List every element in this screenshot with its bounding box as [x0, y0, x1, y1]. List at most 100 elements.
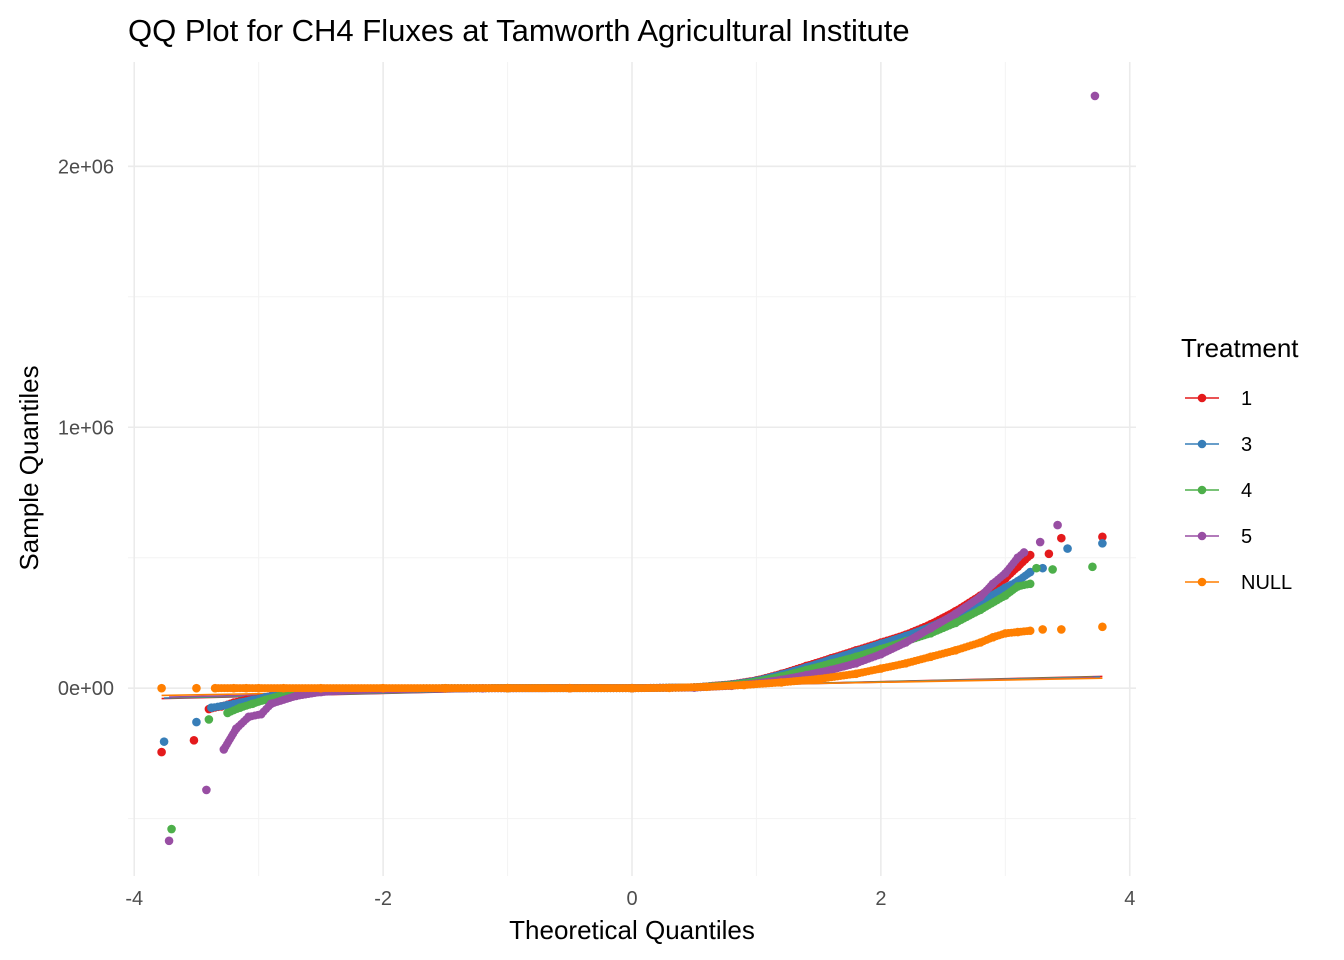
data-point: [1063, 544, 1072, 553]
data-point: [1057, 625, 1066, 634]
data-point: [1032, 563, 1041, 573]
data-point: [926, 623, 935, 633]
legend: Treatment 1 3 4 5 NULL: [1181, 333, 1299, 594]
data-point: [1001, 591, 1010, 600]
data-point: [1038, 625, 1047, 634]
x-axis-title: Theoretical Quantiles: [509, 915, 755, 945]
data-point: [291, 691, 301, 701]
legend-title: Treatment: [1181, 333, 1299, 363]
data-point: [1013, 553, 1023, 563]
data-point: [627, 683, 637, 693]
legend-label: 1: [1241, 388, 1252, 410]
data-point: [1025, 626, 1035, 636]
data-point: [665, 683, 674, 693]
data-point: [951, 618, 960, 628]
data-point: [901, 638, 911, 647]
data-point: [951, 609, 960, 619]
data-point: [1025, 567, 1035, 577]
data-point: [159, 737, 169, 746]
data-point: [223, 700, 232, 710]
data-point: [1057, 533, 1066, 543]
data-point: [157, 683, 166, 693]
legend-key-point: [1197, 485, 1207, 495]
data-point: [1044, 549, 1054, 559]
data-point: [976, 638, 985, 647]
data-point: [207, 703, 216, 713]
x-tick-label: 4: [1124, 888, 1135, 910]
series-null: [157, 622, 1107, 693]
x-tick-label: 0: [626, 888, 637, 910]
data-point: [279, 683, 288, 693]
data-point: [1001, 629, 1010, 638]
data-point: [901, 659, 911, 668]
data-point: [1013, 582, 1023, 591]
legend-key-point: [1197, 577, 1207, 587]
data-point: [1001, 569, 1010, 578]
data-point: [1025, 579, 1035, 589]
data-point: [266, 699, 276, 709]
data-point: [210, 683, 220, 693]
data-point: [229, 683, 239, 693]
y-tick-label: 0e+00: [58, 678, 114, 700]
legend-label: 3: [1241, 434, 1252, 456]
data-point: [189, 736, 199, 745]
data-point: [167, 824, 176, 834]
data-point: [739, 680, 749, 690]
data-point: [231, 724, 241, 733]
data-point: [254, 683, 263, 693]
data-point: [876, 649, 886, 659]
data-point: [926, 652, 935, 662]
data-point: [202, 785, 211, 795]
data-point: [157, 747, 166, 757]
data-point: [192, 683, 201, 693]
data-point: [565, 683, 575, 693]
data-point: [851, 669, 861, 679]
data-point: [378, 683, 388, 693]
legend-item-4: 4: [1185, 480, 1252, 502]
data-point: [256, 709, 266, 719]
data-point: [976, 592, 985, 602]
data-point: [164, 836, 174, 846]
data-point: [1053, 520, 1062, 530]
data-point: [244, 712, 254, 722]
data-point: [1090, 91, 1100, 101]
chart-title: QQ Plot for CH4 Fluxes at Tamworth Agric…: [128, 13, 910, 48]
data-point: [826, 665, 836, 675]
x-tick-label: -4: [125, 888, 143, 910]
legend-item-1: 1: [1185, 388, 1252, 410]
data-point: [219, 745, 229, 754]
data-point: [441, 683, 450, 693]
x-tick-labels: -4 -2 0 2 4: [125, 888, 1135, 910]
x-tick-label: -2: [374, 888, 392, 910]
data-point: [260, 695, 270, 705]
data-point: [951, 646, 960, 655]
data-point: [1088, 562, 1097, 572]
data-point: [976, 605, 985, 615]
data-point: [1098, 539, 1107, 548]
y-tick-label: 1e+06: [58, 417, 114, 439]
data-point: [876, 664, 886, 673]
y-axis-title: Sample Quantiles: [14, 365, 44, 570]
data-point: [814, 674, 823, 684]
data-point: [1098, 532, 1107, 542]
data-points: [157, 91, 1107, 846]
data-point: [1048, 565, 1057, 574]
legend-label: NULL: [1241, 572, 1292, 594]
legend-key-point: [1197, 393, 1207, 403]
data-point: [851, 659, 861, 668]
data-point: [241, 683, 251, 693]
legend-key-point: [1197, 439, 1207, 449]
data-point: [988, 632, 998, 642]
legend-label: 4: [1241, 480, 1252, 502]
series-3: [159, 539, 1107, 746]
data-point: [1013, 627, 1023, 637]
data-point: [192, 717, 201, 727]
data-point: [1038, 563, 1047, 573]
data-point: [235, 703, 245, 713]
data-point: [1019, 548, 1029, 557]
y-tick-labels: 0e+00 1e+06 2e+06: [58, 156, 114, 700]
x-tick-label: 2: [875, 888, 886, 910]
data-point: [248, 699, 257, 709]
legend-label: 5: [1241, 526, 1252, 548]
